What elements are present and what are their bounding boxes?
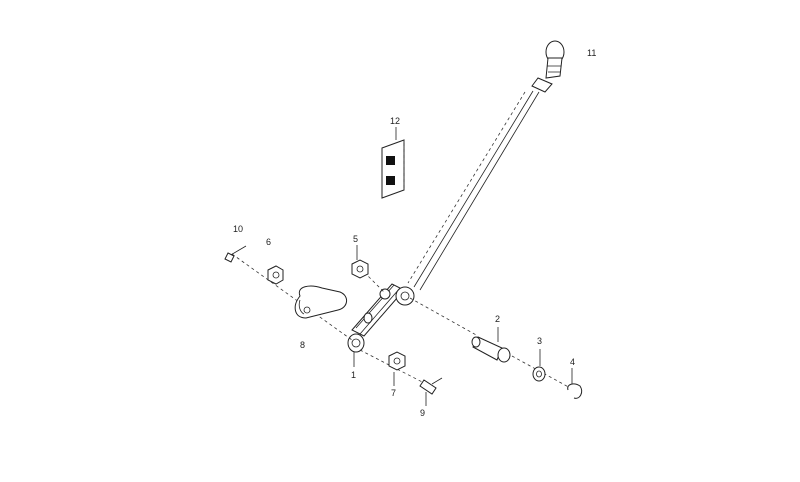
callout-1: 1 [351,370,356,380]
part-12-label-decal [381,127,405,199]
part-8-link-plate [294,285,347,319]
part-9-bolt [419,377,443,406]
callout-9: 9 [420,408,425,418]
callout-11: 11 [587,48,596,58]
callout-7: 7 [391,388,396,398]
part-3-washer [532,349,546,382]
callout-6: 6 [266,237,271,247]
callout-5: 5 [353,234,358,244]
part-11-lever-rod [407,40,565,291]
part-6-nut [267,265,284,285]
callout-3: 3 [537,336,542,346]
part-4-clip [567,368,583,399]
axis-line-left [231,253,353,341]
axis-line-lower [359,349,431,387]
callout-2: 2 [495,314,500,324]
callout-12: 12 [390,116,400,126]
part-2-pin [471,327,511,363]
part-10-screw [224,245,247,263]
callout-10: 10 [233,224,243,234]
part-7-nut [388,351,406,386]
part-5-nut [351,245,369,279]
callout-8: 8 [300,340,305,350]
callout-4: 4 [570,357,575,367]
part-1-bracket-assembly [347,283,415,367]
axis-line-right [409,297,479,337]
